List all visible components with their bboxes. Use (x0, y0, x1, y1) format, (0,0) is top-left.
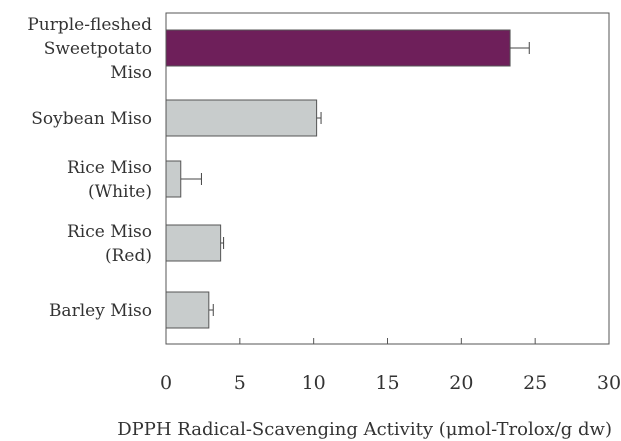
category-label-line: Sweetpotato (44, 39, 152, 59)
category-label-1: Soybean Miso (31, 109, 152, 129)
x-tick-label-25: 25 (523, 372, 547, 394)
bars-layer (165, 29, 530, 329)
category-label-line: Purple-fleshed (27, 15, 152, 35)
x-tick-label-15: 15 (375, 372, 399, 394)
x-axis-title: DPPH Radical-Scavenging Activity (μmol-T… (117, 419, 612, 440)
category-label-3: Rice Miso (Red) (67, 222, 152, 266)
bar-1 (165, 99, 318, 137)
category-label-line: (White) (88, 182, 152, 202)
category-label-line: Rice Miso (67, 222, 152, 242)
category-label-0: Purple-fleshed Sweetpotato Miso (27, 15, 152, 83)
bar-3 (165, 224, 222, 262)
x-axis-ticks: 0 5 10 15 20 25 30 (160, 338, 621, 394)
category-label-line: Barley Miso (49, 301, 152, 321)
bar-0 (165, 29, 511, 67)
x-tick-label-30: 30 (597, 372, 621, 394)
bar-2 (165, 160, 182, 198)
category-label-line: Rice Miso (67, 158, 152, 178)
bar-4 (165, 291, 210, 329)
category-label-2: Rice Miso (White) (67, 158, 152, 202)
category-label-line: Miso (110, 63, 152, 83)
category-label-4: Barley Miso (49, 301, 152, 321)
category-label-line: Soybean Miso (31, 109, 152, 129)
category-labels: Purple-fleshed Sweetpotato Miso Soybean Mis… (27, 15, 152, 321)
x-tick-label-5: 5 (234, 372, 246, 394)
x-tick-label-0: 0 (160, 372, 172, 394)
category-label-line: (Red) (105, 246, 152, 266)
x-tick-label-10: 10 (302, 372, 326, 394)
x-tick-label-20: 20 (449, 372, 473, 394)
